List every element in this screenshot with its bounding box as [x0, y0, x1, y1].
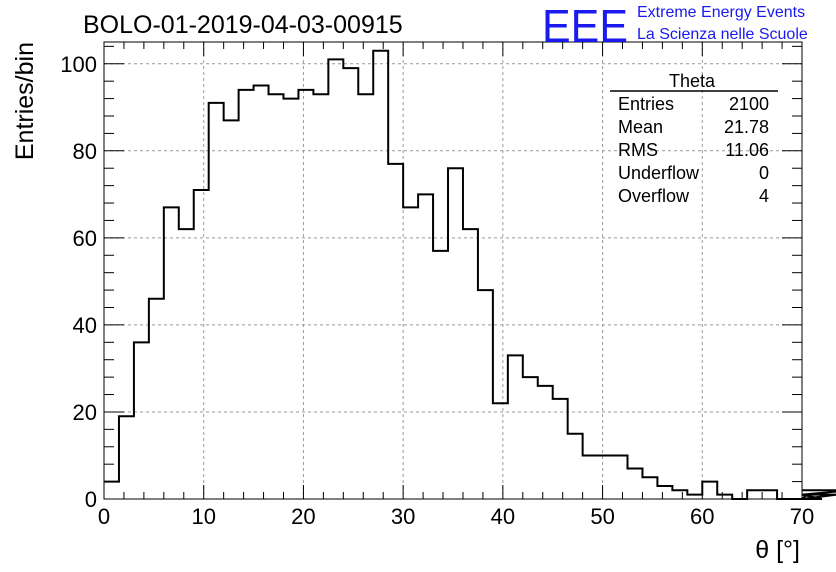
grid-lines [104, 42, 802, 499]
x-axis-label: θ [°] [755, 536, 800, 564]
stats-title: Theta [669, 71, 716, 91]
stats-row-value: 2100 [729, 94, 769, 114]
histogram-line [104, 49, 836, 500]
chart-title: BOLO-01-2019-04-03-00915 [83, 11, 403, 39]
x-tick-label: 10 [191, 504, 215, 529]
stats-box: Theta Entries 2100 Mean 21.78 RMS 11.06 Underf… [610, 71, 778, 206]
y-tick-labels: 0 20 40 60 80 100 [60, 52, 97, 512]
stats-row-label: Entries [618, 94, 674, 114]
plot-frame [103, 41, 803, 500]
stats-row-label: Mean [618, 117, 663, 137]
x-tick-label: 20 [291, 504, 315, 529]
x-tick-label: 0 [98, 504, 110, 529]
y-axis-label: Entries/bin [11, 42, 39, 160]
y-tick-label: 40 [73, 313, 97, 338]
axis-ticks [103, 42, 803, 500]
stats-row-value: 11.06 [725, 140, 769, 160]
stats-row-value: 21.78 [724, 117, 769, 137]
logo-line-2: La Scienza nelle Scuole [637, 26, 808, 43]
eee-logo-mark: EEE [542, 0, 628, 52]
x-tick-label: 70 [790, 504, 814, 529]
stats-row-label: Underflow [618, 163, 700, 183]
x-tick-label: 40 [491, 504, 515, 529]
eee-logo: EEE Extreme Energy Events La Scienza nel… [542, 0, 808, 52]
x-tick-label: 30 [391, 504, 415, 529]
y-tick-label: 20 [73, 400, 97, 425]
stats-row-label: RMS [618, 140, 658, 160]
x-tick-label: 60 [690, 504, 714, 529]
x-tick-label: 50 [590, 504, 614, 529]
y-tick-label: 80 [73, 139, 97, 164]
stats-rows: Entries 2100 Mean 21.78 RMS 11.06 Underflow 0 Ov… [618, 94, 769, 206]
x-tick-labels: 0 10 20 30 40 50 60 70 [98, 504, 814, 529]
y-tick-label: 100 [60, 52, 97, 77]
stats-row-label: Overflow [618, 186, 690, 206]
stats-row-value: 0 [759, 163, 769, 183]
stats-row-value: 4 [759, 186, 769, 206]
logo-line-1: Extreme Energy Events [637, 4, 805, 21]
y-tick-label: 60 [73, 226, 97, 251]
y-tick-label: 0 [85, 487, 97, 512]
